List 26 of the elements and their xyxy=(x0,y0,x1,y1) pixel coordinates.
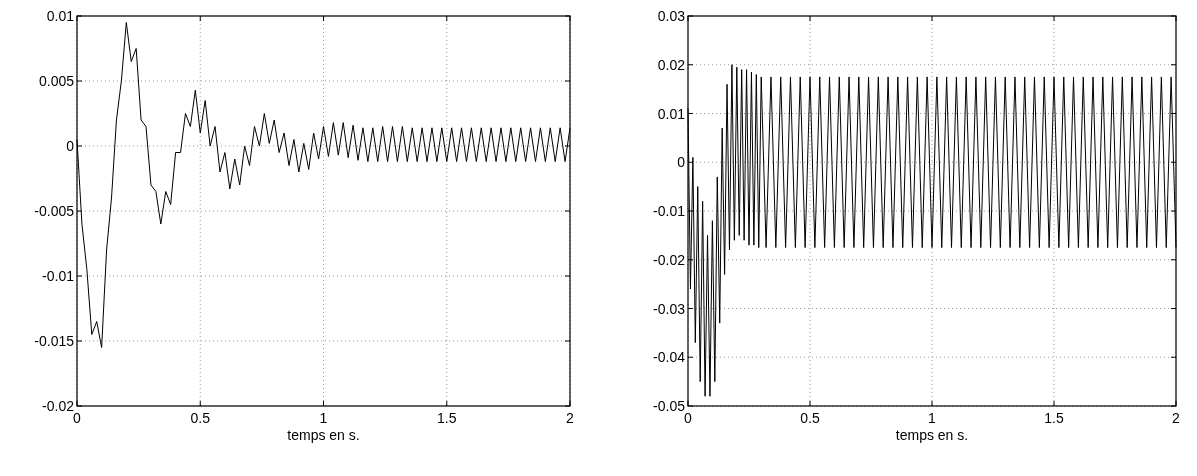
x-tick-label: 0.5 xyxy=(190,410,211,426)
y-tick-label: 0.02 xyxy=(657,56,686,73)
x-axis-title: temps en s. xyxy=(287,427,360,443)
x-axis-title: temps en s. xyxy=(895,427,969,443)
x-tick-label: 0.5 xyxy=(800,410,820,426)
y-tick-label: -0.01 xyxy=(653,203,686,219)
x-tick-label: 1.5 xyxy=(1044,410,1064,426)
y-tick-label: 0.03 xyxy=(657,8,686,24)
y-tick-label: 0 xyxy=(677,154,686,171)
y-tick-label: -0.03 xyxy=(653,300,686,317)
y-tick-label: -0.005 xyxy=(34,203,75,219)
x-tick-label: 1 xyxy=(928,410,937,426)
x-tick-label: 1 xyxy=(319,410,328,426)
x-tick-label: 2 xyxy=(566,410,575,426)
y-tick-label: 0.01 xyxy=(657,105,686,122)
y-tick-label: -0.01 xyxy=(42,268,75,284)
y-tick-label: -0.05 xyxy=(653,398,686,414)
y-tick-label: -0.02 xyxy=(653,251,686,268)
y-tick-label: 0.005 xyxy=(38,73,75,89)
y-tick-label: -0.02 xyxy=(42,398,75,414)
y-tick-label: 0 xyxy=(66,138,75,154)
y-tick-label: -0.015 xyxy=(34,333,75,349)
x-tick-label: 2 xyxy=(1172,410,1181,426)
y-tick-label: -0.04 xyxy=(653,349,686,366)
x-tick-label: 1.5 xyxy=(437,410,457,426)
y-tick-label: 0.01 xyxy=(46,8,75,24)
